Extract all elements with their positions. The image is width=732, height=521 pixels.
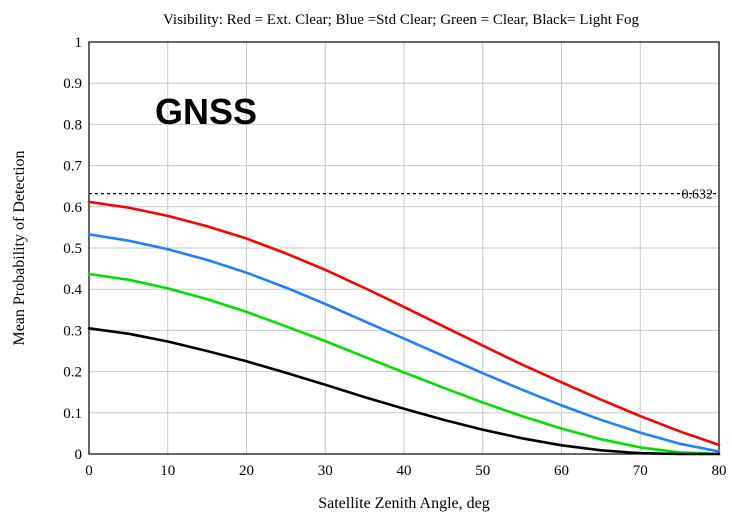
x-tick-label: 70	[633, 463, 648, 479]
x-tick-label: 80	[712, 463, 727, 479]
series-line-1	[87, 233, 721, 453]
y-tick-label: 0.8	[63, 117, 82, 133]
x-tick-label: 30	[318, 463, 333, 479]
plot-frame	[88, 41, 720, 455]
y-tick-labels: 0 0.1 0.2 0.3 0.4 0.5 0.6 0.7 0.8 0.9 1	[63, 35, 82, 463]
chart-title: Visibility: Red = Ext. Clear; Blue =Std …	[163, 12, 640, 28]
y-tick-label: 0.7	[63, 159, 82, 175]
x-tick-labels: 0 10 20 30 40 50 60 70 80	[85, 463, 726, 479]
y-tick-label: 0.1	[63, 406, 82, 422]
series-line-3	[87, 326, 721, 456]
y-tick-label: 0.2	[63, 365, 82, 381]
x-axis-label: Satellite Zenith Angle, deg	[318, 495, 490, 512]
x-tick-label: 0	[85, 463, 93, 479]
y-tick-label: 0.6	[63, 200, 82, 216]
series-group	[87, 200, 721, 456]
y-tick-label: 1	[75, 35, 83, 51]
reference-line-label: 0.632	[682, 188, 714, 203]
grid	[88, 41, 720, 455]
x-tick-label: 50	[475, 463, 490, 479]
x-tick-label: 10	[160, 463, 175, 479]
y-tick-label: 0.9	[63, 76, 82, 92]
x-tick-label: 40	[397, 463, 412, 479]
y-tick-label: 0	[75, 447, 83, 463]
y-tick-label: 0.4	[63, 282, 82, 298]
y-tick-label: 0.3	[63, 323, 82, 339]
reference-line-group: 0.632	[89, 188, 719, 203]
y-axis-label: Mean Probability of Detection	[11, 150, 28, 345]
x-tick-label: 60	[554, 463, 569, 479]
series-line-2	[87, 272, 721, 456]
gnss-annotation: GNSS	[155, 91, 257, 132]
y-tick-label: 0.5	[63, 241, 82, 257]
x-tick-label: 20	[239, 463, 254, 479]
series-line-0	[87, 200, 721, 447]
